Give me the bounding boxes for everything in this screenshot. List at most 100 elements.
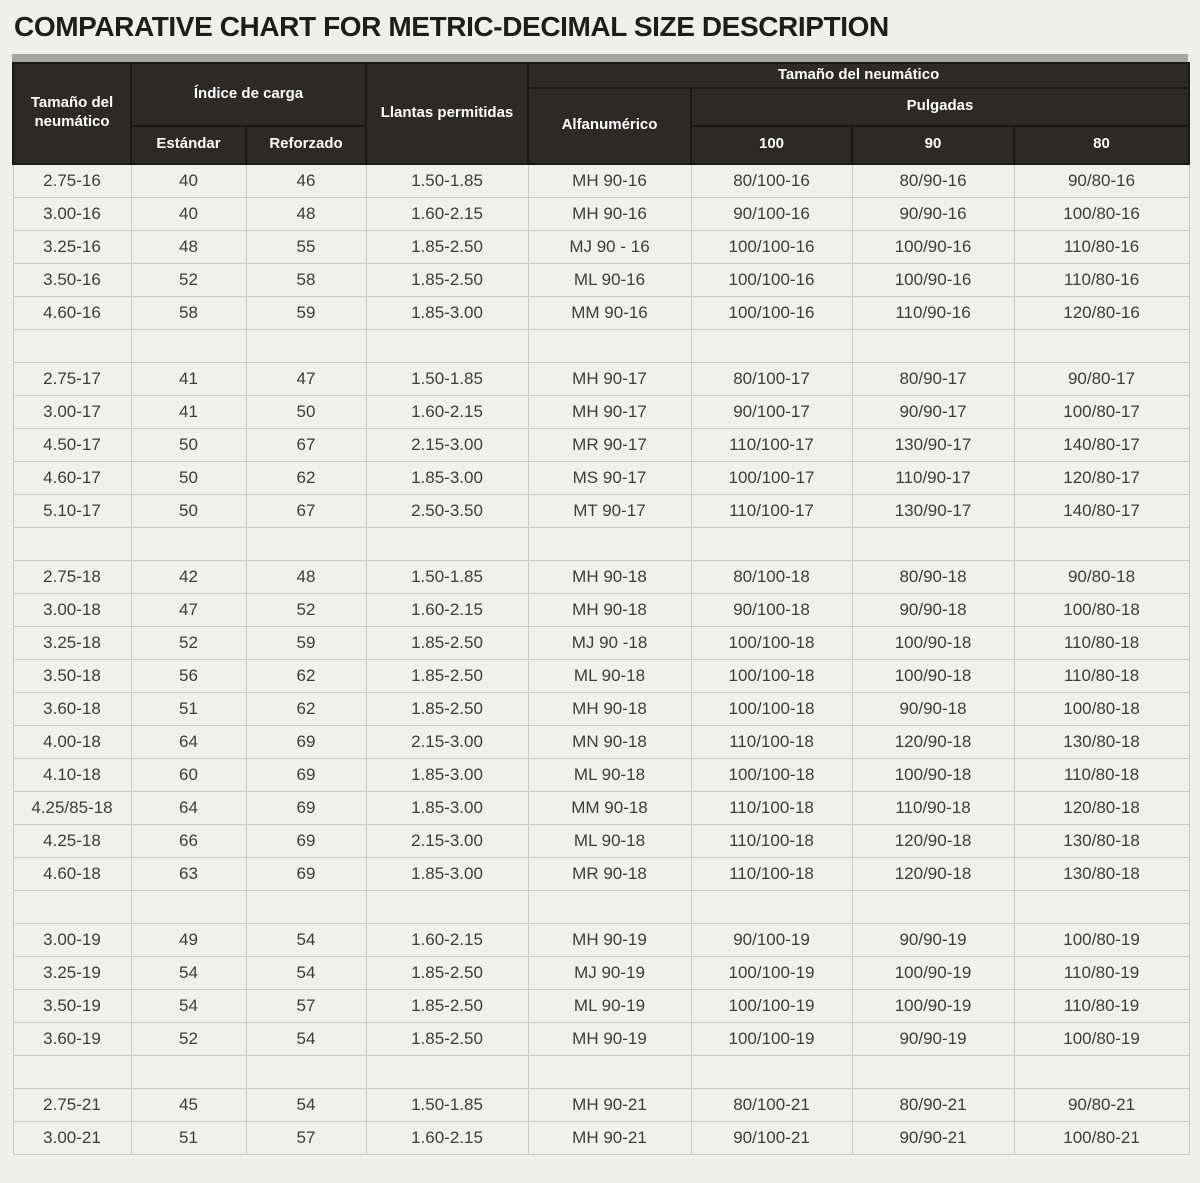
table-cell: 90/80-18 <box>1013 559 1190 594</box>
table-cell: 100/90-19 <box>851 988 1015 1023</box>
empty-cell <box>12 328 132 363</box>
table-cell: 69 <box>245 823 367 858</box>
table-cell: 110/80-16 <box>1013 229 1190 264</box>
table-cell: MN 90-18 <box>527 724 692 759</box>
table-cell: 3.25-19 <box>12 955 132 990</box>
table-cell: 60 <box>130 757 247 792</box>
table-cell: 90/100-16 <box>690 196 853 231</box>
table-cell: 67 <box>245 427 367 462</box>
header-90: 90 <box>851 124 1015 165</box>
empty-cell <box>365 1054 529 1089</box>
table-cell: 3.25-16 <box>12 229 132 264</box>
table-cell: 2.15-3.00 <box>365 724 529 759</box>
table-cell: 110/100-18 <box>690 790 853 825</box>
table-cell: 110/80-18 <box>1013 757 1190 792</box>
empty-cell <box>1013 1054 1190 1089</box>
table-cell: MJ 90 -18 <box>527 625 692 660</box>
table-cell: MH 90-18 <box>527 559 692 594</box>
table-cell: 100/80-19 <box>1013 922 1190 957</box>
table-cell: 62 <box>245 658 367 693</box>
table-cell: 90/90-19 <box>851 922 1015 957</box>
table-cell: 64 <box>130 724 247 759</box>
table-cell: 48 <box>130 229 247 264</box>
table-cell: 69 <box>245 757 367 792</box>
table-cell: MH 90-17 <box>527 361 692 396</box>
table-cell: 100/100-18 <box>690 757 853 792</box>
empty-cell <box>130 1054 247 1089</box>
table-cell: 54 <box>245 922 367 957</box>
table-row: 3.00-16 40 48 1.60-2.15 MH 90-16 90/100-16 90/… <box>12 196 1190 231</box>
table-cell: 100/80-16 <box>1013 196 1190 231</box>
separator-row <box>12 889 1190 924</box>
table-cell: 90/100-18 <box>690 592 853 627</box>
table-row: 3.25-18 52 59 1.85-2.50 MJ 90 -18 100/100-18 1… <box>12 625 1190 660</box>
table-cell: 40 <box>130 196 247 231</box>
header-standard: Estándar <box>130 124 247 165</box>
table-row: 4.60-17 50 62 1.85-3.00 MS 90-17 100/100-17 11… <box>12 460 1190 495</box>
table-cell: 1.60-2.15 <box>365 922 529 957</box>
table-cell: 1.85-2.50 <box>365 625 529 660</box>
table-cell: 80/100-16 <box>690 163 853 198</box>
table-cell: 57 <box>245 988 367 1023</box>
table-cell: 110/90-17 <box>851 460 1015 495</box>
table-cell: 58 <box>245 262 367 297</box>
header-100: 100 <box>690 124 853 165</box>
table-row: 3.00-17 41 50 1.60-2.15 MH 90-17 90/100-17 90/… <box>12 394 1190 429</box>
table-cell: 100/100-19 <box>690 988 853 1023</box>
empty-cell <box>245 889 367 924</box>
table-cell: 58 <box>130 295 247 330</box>
table-cell: 1.85-2.50 <box>365 262 529 297</box>
table-cell: ML 90-16 <box>527 262 692 297</box>
table-cell: 100/80-21 <box>1013 1120 1190 1155</box>
table-cell: 3.50-18 <box>12 658 132 693</box>
table-cell: 2.15-3.00 <box>365 823 529 858</box>
table-cell: 64 <box>130 790 247 825</box>
table-cell: 67 <box>245 493 367 528</box>
table-cell: 4.60-18 <box>12 856 132 891</box>
table-cell: 54 <box>130 988 247 1023</box>
table-cell: 1.50-1.85 <box>365 163 529 198</box>
table-cell: 1.85-3.00 <box>365 460 529 495</box>
table-cell: 80/100-21 <box>690 1087 853 1122</box>
table-cell: 110/100-17 <box>690 493 853 528</box>
table-cell: 1.60-2.15 <box>365 1120 529 1155</box>
table-cell: 2.75-17 <box>12 361 132 396</box>
empty-cell <box>245 1054 367 1089</box>
table-cell: 63 <box>130 856 247 891</box>
table-row: 3.25-19 54 54 1.85-2.50 MJ 90-19 100/100-19 10… <box>12 955 1190 990</box>
table-cell: MS 90-17 <box>527 460 692 495</box>
table-cell: 4.25/85-18 <box>12 790 132 825</box>
page-title: COMPARATIVE CHART FOR METRIC-DECIMAL SIZ… <box>14 11 889 42</box>
table-cell: 50 <box>130 460 247 495</box>
table-cell: 48 <box>245 196 367 231</box>
table-cell: 52 <box>130 1021 247 1056</box>
table-cell: 100/100-16 <box>690 262 853 297</box>
table-row: 3.50-19 54 57 1.85-2.50 ML 90-19 100/100-19 10… <box>12 988 1190 1023</box>
table-row: 3.00-21 51 57 1.60-2.15 MH 90-21 90/100-21 90/… <box>12 1120 1190 1155</box>
table-cell: 66 <box>130 823 247 858</box>
table-cell: 50 <box>245 394 367 429</box>
table-row: 3.60-19 52 54 1.85-2.50 MH 90-19 100/100-19 90… <box>12 1021 1190 1056</box>
table-cell: 80/90-18 <box>851 559 1015 594</box>
table-cell: MT 90-17 <box>527 493 692 528</box>
table-row: 4.25-18 66 69 2.15-3.00 ML 90-18 110/100-18 12… <box>12 823 1190 858</box>
table-cell: 52 <box>245 592 367 627</box>
table-cell: 51 <box>130 1120 247 1155</box>
table-cell: 59 <box>245 295 367 330</box>
table-cell: 48 <box>245 559 367 594</box>
table-row: 2.75-21 45 54 1.50-1.85 MH 90-21 80/100-21 80/… <box>12 1087 1190 1122</box>
table-cell: MH 90-18 <box>527 592 692 627</box>
table-cell: 4.10-18 <box>12 757 132 792</box>
table-body: 2.75-16 40 46 1.50-1.85 MH 90-16 80/100-16 80/… <box>12 163 1190 1155</box>
empty-cell <box>690 1054 853 1089</box>
table-cell: MH 90-21 <box>527 1087 692 1122</box>
table-cell: 100/90-18 <box>851 625 1015 660</box>
table-cell: 4.25-18 <box>12 823 132 858</box>
table-cell: 100/90-16 <box>851 262 1015 297</box>
table-cell: 40 <box>130 163 247 198</box>
empty-cell <box>245 526 367 561</box>
empty-cell <box>130 889 247 924</box>
table-cell: 110/100-17 <box>690 427 853 462</box>
empty-cell <box>690 328 853 363</box>
table-row: 4.25/85-18 64 69 1.85-3.00 MM 90-18 110/100-1… <box>12 790 1190 825</box>
